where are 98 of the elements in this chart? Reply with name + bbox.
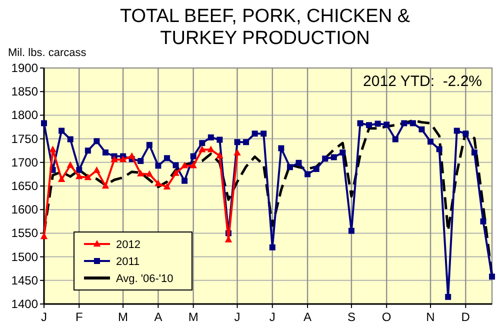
point: [401, 120, 408, 126]
point: [41, 120, 47, 126]
x-tick-label: S: [347, 310, 356, 324]
point: [76, 166, 82, 173]
y-tick-label: 1600: [11, 202, 38, 217]
point: [190, 162, 197, 168]
point: [234, 148, 241, 156]
point: [180, 162, 188, 168]
point: [58, 128, 65, 134]
point: [418, 126, 425, 132]
y-tick-label: 1700: [11, 155, 38, 170]
point: [172, 162, 179, 168]
point: [304, 171, 311, 178]
point: [445, 294, 452, 300]
x-tick-label: O: [382, 310, 392, 324]
point: [340, 149, 346, 156]
x-tick-label: A: [304, 310, 312, 324]
point: [110, 156, 118, 162]
y-tick-label: 1850: [11, 84, 38, 99]
point: [278, 145, 284, 152]
point: [374, 120, 381, 127]
point: [49, 146, 56, 152]
point: [164, 155, 170, 162]
point: [146, 170, 154, 177]
point: [154, 180, 162, 186]
point: [436, 146, 442, 152]
point: [366, 122, 372, 128]
y-tick-label: 1750: [11, 132, 38, 146]
point: [190, 153, 196, 160]
point: [454, 128, 460, 134]
legend-label: 2012: [116, 239, 140, 251]
point: [163, 182, 171, 190]
point: [198, 146, 206, 152]
chart-title: TOTAL BEEF, PORK, CHICKEN & TURKEY PRODUCTION: [120, 6, 410, 49]
y-tick-label: 1400: [11, 297, 38, 311]
x-tick-label: M: [118, 310, 128, 324]
point: [286, 164, 293, 170]
point: [330, 154, 337, 160]
point: [428, 138, 434, 145]
legend-label: 2011: [116, 256, 140, 268]
point: [269, 244, 276, 250]
point: [84, 148, 91, 154]
point: [392, 136, 398, 142]
point: [94, 138, 100, 144]
x-tick-label: N: [426, 310, 435, 324]
point: [199, 140, 206, 146]
x-tick-label: A: [154, 310, 162, 324]
point: [58, 175, 66, 182]
point: [208, 134, 214, 140]
y-axis-title: Mil. lbs. carcass: [8, 47, 87, 59]
point: [234, 139, 240, 146]
point: [67, 136, 74, 142]
y-tick-label: 1650: [11, 179, 38, 193]
point: [182, 178, 188, 184]
y-tick-label: 1500: [11, 250, 38, 264]
point: [489, 274, 495, 280]
y-tick-label: 1900: [11, 61, 38, 75]
point: [348, 228, 354, 234]
point: [40, 232, 48, 240]
point: [471, 149, 478, 156]
point: [84, 174, 92, 180]
point: [137, 170, 144, 176]
point: [410, 120, 416, 126]
point: [322, 156, 328, 162]
point: [93, 166, 100, 174]
point: [207, 146, 214, 152]
point: [357, 120, 364, 126]
point: [462, 130, 469, 137]
point: [313, 166, 320, 172]
point: [216, 136, 223, 143]
x-tick-label: J: [269, 310, 276, 324]
point: [155, 162, 162, 169]
point: [260, 130, 267, 137]
point: [138, 158, 144, 164]
annotation: 2012 YTD: -2.2%: [363, 73, 482, 90]
point: [480, 218, 486, 224]
point: [216, 152, 224, 158]
point: [172, 169, 180, 176]
y-tick-label: 1550: [11, 226, 38, 240]
point: [296, 160, 302, 166]
x-tick-label: J: [234, 310, 240, 324]
point: [76, 172, 83, 180]
point: [102, 149, 108, 156]
y-tick-label: 1450: [11, 273, 38, 288]
x-tick-label: J: [41, 310, 47, 324]
y-tick-label: 1800: [11, 108, 38, 122]
legend-label: Avg. '06-'10: [116, 273, 174, 285]
x-tick-label: M: [188, 310, 198, 324]
point: [102, 182, 110, 189]
point: [128, 152, 136, 159]
x-tick-label: D: [461, 310, 470, 324]
point: [119, 156, 127, 162]
x-tick-label: F: [75, 310, 83, 324]
point: [252, 130, 258, 137]
point: [66, 161, 74, 168]
point: [243, 139, 250, 146]
point: [146, 142, 152, 148]
point: [384, 122, 390, 128]
